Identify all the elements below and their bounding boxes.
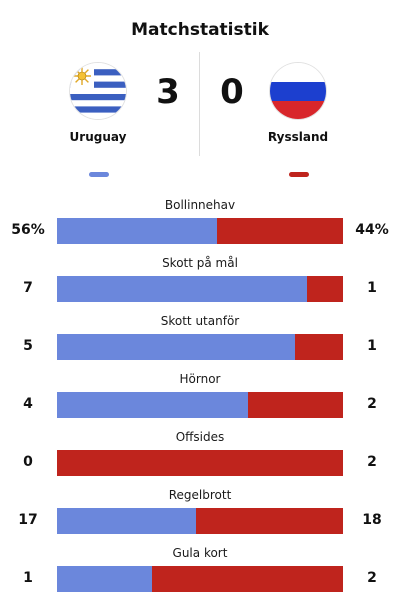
stat-label: Gula kort bbox=[172, 546, 228, 560]
stat-bar-home-segment bbox=[57, 276, 308, 302]
stat-bar-home-segment bbox=[57, 566, 153, 592]
stat-bar-away-segment bbox=[307, 276, 343, 302]
stat-away-value: 2 bbox=[367, 570, 377, 586]
stat-away-value: 2 bbox=[367, 396, 377, 412]
stat-bar-away-segment bbox=[247, 392, 343, 418]
stat-away-value: 1 bbox=[367, 338, 377, 354]
uruguay-flag-icon bbox=[70, 63, 126, 119]
stat-home-value: 7 bbox=[23, 280, 33, 296]
stat-label: Hörnor bbox=[179, 372, 221, 386]
stat-home-value: 4 bbox=[23, 396, 33, 412]
stat-bar-home-segment bbox=[57, 508, 196, 534]
away-score: 0 bbox=[220, 72, 244, 112]
stat-bar bbox=[57, 450, 343, 476]
stat-bar bbox=[57, 218, 343, 244]
stat-away-value: 1 bbox=[367, 280, 377, 296]
stat-bar bbox=[57, 392, 343, 418]
score-divider bbox=[199, 52, 200, 156]
home-team-name: Uruguay bbox=[69, 130, 127, 144]
stat-bar-home-segment bbox=[57, 392, 248, 418]
stat-home-value: 1 bbox=[23, 570, 33, 586]
stat-bar-away-segment bbox=[195, 508, 343, 534]
home-score: 3 bbox=[156, 72, 180, 112]
stat-bar-home-segment bbox=[57, 218, 218, 244]
stat-away-value: 18 bbox=[362, 512, 382, 528]
stat-bar bbox=[57, 334, 343, 360]
stat-bar-away-segment bbox=[295, 334, 343, 360]
stat-bar bbox=[57, 566, 343, 592]
stat-label: Skott utanför bbox=[160, 314, 240, 328]
stat-home-value: 56% bbox=[11, 222, 45, 238]
stat-bar-away-segment bbox=[152, 566, 343, 592]
russia-flag-icon bbox=[270, 63, 326, 119]
stat-away-value: 2 bbox=[367, 454, 377, 470]
stat-bar-away-segment bbox=[217, 218, 343, 244]
stat-label: Regelbrott bbox=[168, 488, 232, 502]
stat-away-value: 44% bbox=[355, 222, 389, 238]
stat-bar bbox=[57, 276, 343, 302]
stat-label: Offsides bbox=[175, 430, 225, 444]
home-color-swatch bbox=[89, 172, 109, 177]
stat-home-value: 17 bbox=[18, 512, 38, 528]
stat-label: Bollinnehav bbox=[164, 198, 236, 212]
stat-home-value: 0 bbox=[23, 454, 33, 470]
stat-bar-home-segment bbox=[57, 334, 296, 360]
page-title: Matchstatistik bbox=[131, 20, 269, 40]
stat-bar bbox=[57, 508, 343, 534]
away-color-swatch bbox=[289, 172, 309, 177]
stat-home-value: 5 bbox=[23, 338, 33, 354]
stat-label: Skott på mål bbox=[162, 256, 238, 270]
away-team-name: Ryssland bbox=[267, 130, 329, 144]
stat-bar-away-segment bbox=[57, 450, 343, 476]
